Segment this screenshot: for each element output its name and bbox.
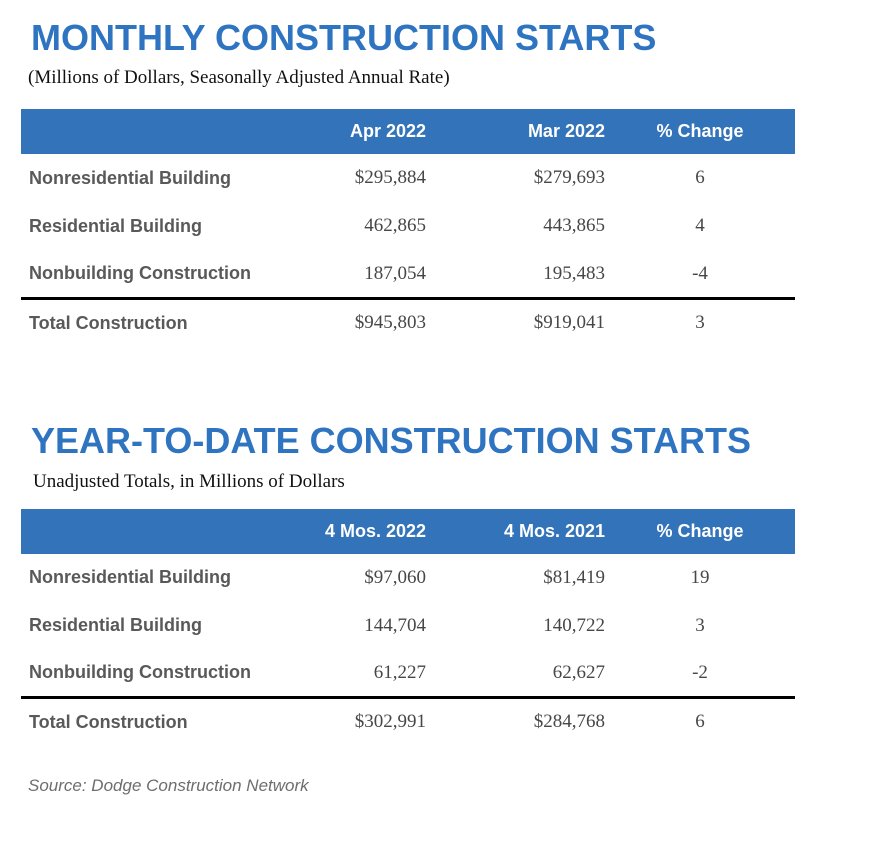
pct-change-cell: 4 [695, 215, 705, 237]
value-cell: $919,041 [426, 296, 605, 347]
column-header-pct-change: % Change [605, 508, 795, 554]
value-cell: $284,768 [426, 696, 605, 746]
column-header-apr-2022: Apr 2022 [306, 109, 426, 155]
ytd-subtitle: Unadjusted Totals, in Millions of Dollar… [33, 470, 345, 492]
table-row: Nonresidential Building $295,884 $279,69… [21, 154, 795, 202]
pct-change-cell: 6 [695, 167, 705, 189]
total-row: Total Construction $945,803 $919,041 3 [21, 296, 795, 347]
value-cell: $945,803 [306, 296, 426, 347]
row-label: Total Construction [21, 696, 306, 746]
column-header-4mos-2022: 4 Mos. 2022 [306, 508, 426, 554]
pct-change-cell: 6 [605, 696, 795, 746]
pct-change-cell: -2 [692, 661, 708, 683]
page: MONTHLY CONSTRUCTION STARTS (Millions of… [0, 17, 880, 796]
value-cell: $302,991 [306, 696, 426, 746]
value-cell: $97,060 [364, 566, 426, 588]
value-cell: $279,693 [533, 167, 605, 189]
column-header-mar-2022: Mar 2022 [426, 109, 605, 155]
column-header-blank [21, 508, 306, 554]
row-label: Nonbuilding Construction [29, 662, 251, 683]
source-note: Source: Dodge Construction Network [28, 775, 309, 795]
column-header-blank [21, 109, 306, 155]
value-cell: 462,865 [364, 215, 426, 237]
monthly-title: MONTHLY CONSTRUCTION STARTS [31, 17, 657, 58]
column-header-4mos-2021: 4 Mos. 2021 [426, 508, 605, 554]
value-cell: 443,865 [543, 215, 605, 237]
table-row: Nonbuilding Construction 187,054 195,483… [21, 250, 795, 298]
monthly-subtitle: (Millions of Dollars, Seasonally Adjuste… [28, 67, 450, 89]
row-label: Residential Building [29, 215, 203, 236]
table-row: Residential Building 462,865 443,865 4 [21, 202, 795, 250]
pct-change-cell: -4 [692, 262, 708, 284]
ytd-header-row: 4 Mos. 2022 4 Mos. 2021 % Change [21, 508, 795, 554]
value-cell: 144,704 [364, 614, 426, 636]
pct-change-cell: 3 [695, 614, 705, 636]
column-header-pct-change: % Change [605, 109, 795, 155]
value-cell: 140,722 [543, 614, 605, 636]
monthly-table: Apr 2022 Mar 2022 % Change Nonresidentia… [21, 109, 795, 347]
value-cell: 195,483 [543, 262, 605, 284]
value-cell: 62,627 [552, 661, 605, 683]
ytd-section: YEAR-TO-DATE CONSTRUCTION STARTS Unadjus… [0, 420, 880, 746]
row-label: Nonbuilding Construction [29, 263, 251, 284]
pct-change-cell: 3 [605, 296, 795, 347]
row-label: Nonresidential Building [29, 567, 232, 588]
total-row: Total Construction $302,991 $284,768 6 [21, 696, 795, 746]
value-cell: 187,054 [364, 262, 426, 284]
value-cell: $81,419 [543, 566, 605, 588]
table-row: Nonbuilding Construction 61,227 62,627 -… [21, 650, 795, 698]
row-label: Total Construction [21, 296, 306, 347]
value-cell: 61,227 [373, 661, 426, 683]
value-cell: $295,884 [354, 167, 426, 189]
monthly-section: MONTHLY CONSTRUCTION STARTS (Millions of… [0, 17, 880, 347]
table-row: Nonresidential Building $97,060 $81,419 … [21, 554, 795, 602]
monthly-header-row: Apr 2022 Mar 2022 % Change [21, 109, 795, 155]
row-label: Nonresidential Building [29, 167, 232, 188]
ytd-title: YEAR-TO-DATE CONSTRUCTION STARTS [31, 420, 751, 462]
table-row: Residential Building 144,704 140,722 3 [21, 602, 795, 650]
row-label: Residential Building [29, 615, 203, 636]
pct-change-cell: 19 [690, 566, 710, 588]
ytd-table: 4 Mos. 2022 4 Mos. 2021 % Change Nonresi… [21, 508, 795, 746]
